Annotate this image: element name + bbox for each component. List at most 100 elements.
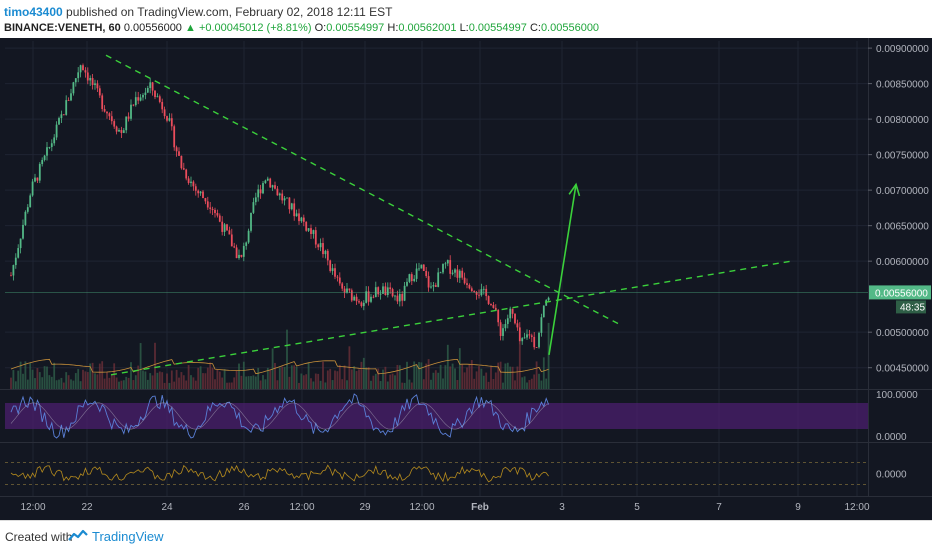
trendline-resistance[interactable] bbox=[105, 54, 622, 326]
candle-body bbox=[98, 88, 101, 96]
volume-bar bbox=[451, 363, 454, 389]
candle-body bbox=[427, 276, 430, 288]
volume-bar bbox=[430, 379, 432, 389]
candle-body bbox=[86, 72, 89, 81]
volume-bar bbox=[65, 372, 68, 389]
tradingview-brand-link[interactable]: TradingView bbox=[92, 529, 164, 544]
candle-body bbox=[403, 285, 406, 301]
volume-bar bbox=[305, 374, 308, 389]
candle-body bbox=[238, 254, 240, 259]
candle-body bbox=[166, 116, 168, 121]
volume-bar bbox=[439, 364, 442, 389]
volume-bar bbox=[70, 379, 72, 389]
volume-bar bbox=[24, 361, 27, 389]
candle-body bbox=[202, 191, 204, 199]
price-chart[interactable]: 0.00900000 0.00850000 0.00800000 0.00750000… bbox=[0, 38, 932, 520]
volume-bar bbox=[178, 377, 180, 389]
candle-body bbox=[235, 247, 238, 259]
candle-body bbox=[58, 118, 60, 125]
volume-bar bbox=[259, 380, 262, 389]
volume-bar bbox=[418, 362, 420, 389]
candle-body bbox=[355, 296, 358, 302]
candle-body bbox=[55, 124, 58, 138]
candle-body bbox=[36, 177, 39, 181]
candle-body bbox=[14, 257, 17, 266]
candle-body bbox=[439, 272, 442, 274]
volume-bar bbox=[487, 381, 490, 389]
volume-bar bbox=[538, 373, 540, 389]
volume-bar bbox=[454, 368, 456, 389]
candle-body bbox=[192, 181, 195, 187]
volume-bar bbox=[492, 379, 495, 389]
volume-bar bbox=[74, 373, 77, 389]
candle-body bbox=[115, 126, 118, 132]
candle-body bbox=[470, 288, 473, 292]
candle-body bbox=[451, 272, 454, 274]
volume-bar bbox=[494, 372, 497, 389]
candle-body bbox=[319, 243, 322, 248]
volume-bar bbox=[516, 366, 519, 389]
candle-body bbox=[545, 300, 548, 306]
candle-body bbox=[310, 228, 312, 234]
volume-bar bbox=[170, 370, 173, 389]
trendline-support[interactable] bbox=[110, 260, 792, 376]
candle-body bbox=[266, 178, 269, 181]
volume-bar bbox=[350, 369, 353, 389]
volume-bar bbox=[511, 366, 514, 389]
rsi-band bbox=[5, 403, 868, 429]
current-price-tag bbox=[869, 285, 931, 300]
candle-body bbox=[199, 191, 202, 194]
author-link[interactable]: timo43400 bbox=[4, 5, 63, 19]
volume-bar bbox=[288, 376, 291, 389]
candle-body bbox=[250, 212, 252, 231]
candle-body bbox=[461, 270, 464, 278]
candle-body bbox=[120, 130, 123, 133]
volume-bar bbox=[226, 382, 228, 389]
volume-bar bbox=[254, 376, 257, 389]
candle-body bbox=[137, 97, 140, 101]
volume-bars bbox=[10, 322, 550, 389]
volume-bar bbox=[384, 366, 387, 389]
volume-ma-line bbox=[10, 358, 549, 375]
high-label: H: bbox=[387, 22, 399, 34]
candle-body bbox=[142, 94, 144, 98]
volume-bar bbox=[36, 368, 39, 389]
volume-bar bbox=[269, 370, 272, 389]
volume-bar bbox=[406, 361, 408, 389]
candle-body bbox=[19, 238, 22, 249]
volume-bar bbox=[521, 377, 524, 389]
volume-bar bbox=[442, 378, 444, 389]
volume-bar bbox=[252, 375, 255, 389]
volume-bar bbox=[163, 382, 166, 389]
volume-bar bbox=[233, 377, 236, 389]
volume-bar bbox=[142, 370, 144, 389]
time-tick-label: 12:00 bbox=[844, 502, 869, 513]
volume-bar bbox=[134, 375, 137, 389]
volume-bar bbox=[530, 378, 533, 389]
volume-bar bbox=[257, 367, 260, 389]
candle-body bbox=[106, 111, 108, 114]
price-change: +0.00045012 (+8.81%) bbox=[198, 22, 312, 34]
candle-body bbox=[175, 147, 178, 152]
volume-bar bbox=[307, 362, 310, 389]
candle-body bbox=[497, 310, 500, 323]
candle-body bbox=[240, 254, 243, 257]
volume-bar bbox=[334, 370, 336, 389]
target-arrow[interactable] bbox=[548, 184, 577, 356]
candle-body bbox=[305, 221, 308, 231]
candle-body bbox=[418, 268, 420, 270]
candle-body bbox=[286, 197, 288, 199]
volume-bar bbox=[502, 382, 504, 389]
volume-bar bbox=[326, 370, 329, 389]
volume-bar bbox=[310, 378, 312, 389]
volume-bar bbox=[12, 370, 15, 389]
oscillator-line bbox=[10, 464, 549, 483]
candle-body bbox=[302, 217, 305, 222]
last-price: 0.00556000 bbox=[123, 22, 182, 34]
volume-bar bbox=[528, 380, 531, 389]
volume-bar bbox=[185, 380, 188, 389]
volume-bar bbox=[432, 372, 435, 389]
candle-body bbox=[271, 185, 274, 188]
candle-body bbox=[547, 297, 550, 301]
volume-bar bbox=[499, 361, 502, 389]
